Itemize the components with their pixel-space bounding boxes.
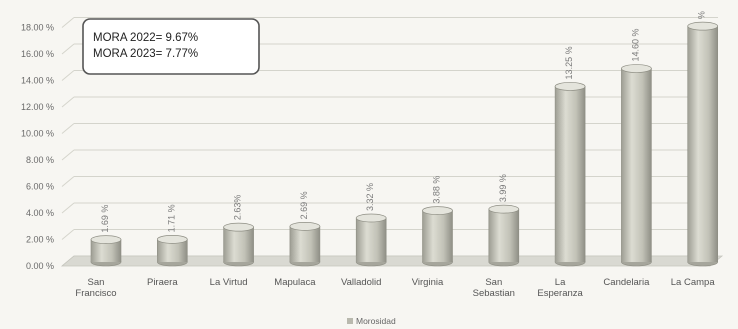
category-label: Piraera — [147, 277, 178, 288]
bar-top — [355, 213, 387, 223]
bar — [488, 204, 520, 267]
bar-body-lower — [488, 256, 519, 262]
y-tick-label: 18.00 % — [21, 23, 54, 33]
category-label: La Virtud — [210, 277, 248, 288]
data-labels: 1.69 % 1.71 % 2.63% 2.69 % 3.32 % 3.88 % 3.99 … — [100, 11, 707, 232]
data-label: 2.63% — [233, 195, 243, 221]
bar — [355, 213, 387, 267]
y-tick-label: 8.00 % — [26, 155, 54, 165]
legend: Morosidad — [347, 316, 396, 326]
data-label: 3.99 % — [498, 174, 508, 202]
y-tick-label: 14.00 % — [21, 76, 54, 86]
bar-top — [488, 204, 520, 214]
bar-top — [687, 21, 719, 31]
category-label: Virginia — [412, 277, 444, 288]
y-tick-label: 4.00 % — [26, 208, 54, 218]
bar-top — [90, 235, 122, 244]
bar-body — [554, 86, 586, 263]
y-tick-label: 12.00 % — [21, 102, 54, 112]
gridline-diag — [61, 96, 75, 108]
gridline-diag — [61, 123, 75, 134]
bar-body-lower — [289, 256, 320, 262]
category-label: Mapulaca — [274, 277, 316, 288]
bar-body — [488, 208, 520, 263]
bar-top — [621, 64, 652, 73]
bar-body — [621, 68, 652, 263]
category-label: La Campa — [671, 277, 716, 288]
bar-body-lower — [356, 256, 387, 262]
bar-top — [422, 206, 453, 215]
bar — [90, 235, 122, 267]
data-label: 1.69 % — [100, 205, 110, 233]
bar-body-lower — [687, 256, 718, 262]
data-label: 1.71 % — [166, 204, 176, 232]
y-tick-label: 16.00 % — [21, 49, 54, 59]
legend-swatch — [347, 318, 353, 324]
legend-label: Morosidad — [356, 316, 396, 326]
gridline-diag — [61, 202, 75, 214]
y-tick-label: 2.00 % — [26, 235, 54, 245]
bar — [422, 206, 453, 267]
bar-top — [289, 222, 321, 231]
annotation-line-1: MORA 2022= 9.67% — [93, 32, 198, 44]
bar-body — [355, 217, 387, 263]
category-label: Valladolid — [341, 277, 382, 288]
bar — [223, 222, 254, 267]
category-labels: San Francisco Piraera La Virtud Mapulaca Vall… — [75, 277, 715, 299]
bar-top — [554, 82, 586, 91]
bar — [554, 82, 586, 267]
gridline-diag — [61, 70, 75, 81]
category-label: San Sebastian — [473, 277, 515, 299]
data-label: % — [697, 11, 707, 19]
bar-body-lower — [621, 256, 652, 262]
y-tick-label: 0.00 % — [26, 261, 54, 271]
bar-body-lower — [91, 256, 121, 262]
bar-top — [156, 234, 188, 244]
bar-body-lower — [223, 256, 254, 262]
bar-body — [422, 210, 453, 263]
bar — [289, 222, 321, 267]
bar-body-lower — [157, 256, 188, 262]
category-label: San Francisco — [75, 277, 116, 299]
gridline-diag — [61, 149, 75, 161]
bar — [621, 64, 652, 267]
gridline-diag — [61, 176, 75, 187]
y-tick-label: 10.00 % — [21, 129, 54, 139]
gridline-diag — [61, 229, 75, 240]
category-label: Candelaria — [603, 277, 650, 288]
gridlines — [61, 17, 718, 267]
bar-body-lower — [422, 256, 453, 262]
y-tick-label: 6.00 % — [26, 182, 54, 192]
gridline-diag — [61, 43, 75, 55]
data-label: 2.69 % — [299, 191, 309, 219]
data-label: 3.32 % — [365, 183, 375, 211]
category-label: La Esperanza — [537, 277, 583, 299]
data-label: 3.88 % — [432, 176, 442, 204]
bar — [156, 234, 188, 267]
data-label: 14.60 % — [630, 29, 640, 62]
annotation-line-2: MORA 2023= 7.77% — [93, 48, 198, 60]
annotation-box: MORA 2022= 9.67% MORA 2023= 7.77% — [82, 18, 260, 75]
y-axis-tick-labels: 0.00 % 2.00 % 4.00 % 6.00 % 8.00 % 10.00 % 12.… — [21, 23, 54, 272]
bar — [687, 21, 719, 267]
bars — [90, 21, 719, 267]
bar-top — [223, 222, 254, 232]
bar-body — [687, 25, 719, 263]
gridline-diag — [61, 17, 75, 28]
data-label: 13.25 % — [564, 46, 574, 79]
bar-body-lower — [555, 256, 586, 262]
